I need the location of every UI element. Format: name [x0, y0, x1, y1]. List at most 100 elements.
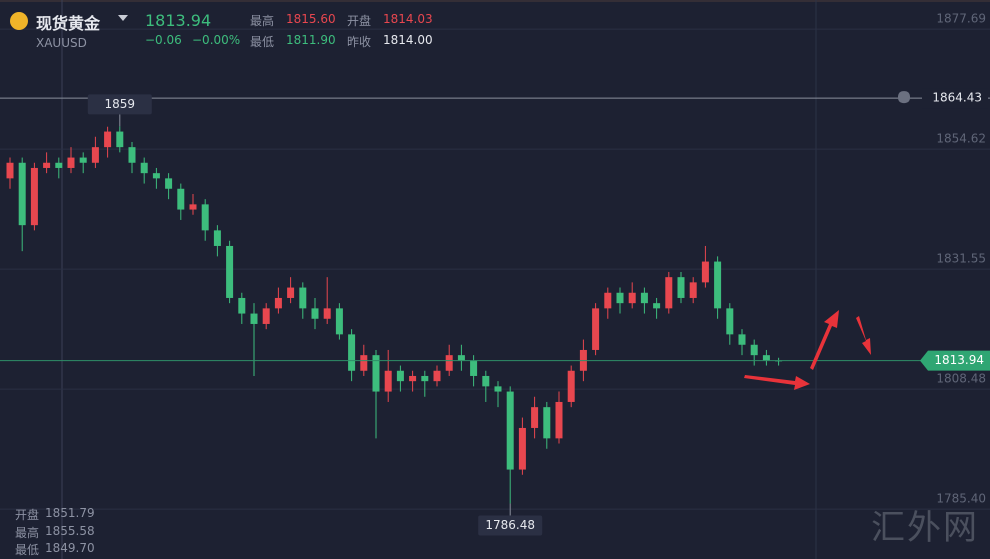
candle-body [518, 427, 526, 470]
candle-body [177, 188, 185, 210]
candle-body [104, 131, 112, 148]
candle-body [201, 204, 209, 231]
open: 1814.03 [383, 12, 433, 26]
candle-body [506, 391, 514, 470]
candle-body [262, 308, 270, 324]
y-tick-label: 1785.40 [936, 492, 986, 506]
candle-body [628, 292, 636, 304]
candle-body [701, 261, 709, 283]
price: 1813.94 [145, 11, 212, 30]
candle-body [165, 178, 173, 189]
candle-body [457, 355, 465, 361]
candle-body [640, 292, 648, 304]
arrow [810, 310, 839, 370]
info-high-label: 最高 [15, 526, 40, 540]
info-high: 1855.58 [45, 524, 95, 538]
candle-body [714, 261, 722, 309]
candle-body [226, 245, 234, 298]
change-pct: −0.00% [192, 33, 241, 47]
candle-body [238, 297, 246, 314]
open-label: 开盘 [347, 14, 372, 28]
candle-body [128, 147, 136, 163]
candle-body [274, 297, 282, 309]
y-tick-label: 1831.55 [936, 252, 986, 266]
candle-body [762, 355, 770, 361]
candle-body [604, 292, 612, 309]
overlay: 1864.43 1813.94 1859 1786.48 [0, 88, 990, 536]
candle-body [396, 370, 404, 382]
arrow [744, 375, 810, 390]
candle-body [311, 308, 319, 319]
low: 1811.90 [286, 33, 336, 47]
high-label: 最高 [250, 14, 275, 28]
dropdown[interactable] [118, 15, 128, 21]
grid: 1877.69 1854.62 1831.55 1808.48 1785.40 [0, 12, 990, 510]
candle-body [482, 375, 490, 387]
candle-body [67, 157, 75, 168]
max-label-bg [87, 94, 152, 115]
candle-body [433, 370, 441, 382]
candle-body [360, 355, 368, 371]
candle-body [384, 370, 392, 392]
candle-body [335, 308, 343, 335]
candle-body [250, 313, 258, 324]
watermark: 汇外网 [871, 508, 979, 548]
info-open: 1851.79 [45, 506, 95, 520]
prev-close: 1814.00 [383, 33, 433, 47]
candle-body [287, 287, 295, 298]
candle-body [750, 344, 758, 356]
annotation-arrows [744, 310, 871, 390]
candle-body [567, 370, 575, 402]
candle-body [689, 282, 697, 298]
candle-body [55, 162, 63, 168]
info-low: 1849.70 [45, 541, 95, 555]
candle-body [6, 162, 14, 179]
candle-body [323, 308, 331, 319]
candle-body [677, 277, 685, 298]
candle-body [189, 204, 197, 210]
prev-close-label: 昨收 [347, 35, 372, 49]
y-tick-label: 1854.62 [936, 132, 986, 146]
info-open-label: 开盘 [15, 508, 40, 522]
alert-label: 1864.43 [932, 91, 982, 105]
change: −0.06 [145, 33, 182, 47]
candle-body [555, 401, 563, 439]
arrow [856, 316, 871, 355]
y-tick-label: 1877.69 [936, 12, 986, 26]
max-label: 1859 [105, 97, 136, 111]
high: 1815.60 [286, 12, 336, 26]
low-label: 最低 [250, 35, 275, 49]
candle-body [470, 360, 478, 376]
candle-body [91, 147, 99, 163]
candle-body [213, 230, 221, 246]
y-tick-label: 1808.48 [936, 372, 986, 386]
alert-label-bg [922, 88, 988, 109]
title: 现货黄金 [36, 14, 101, 33]
candle-body [592, 308, 600, 350]
candle-body [543, 407, 551, 439]
candle-body [616, 292, 624, 304]
symbol: XAUUSD [36, 36, 87, 50]
candle-body [30, 167, 38, 226]
candle-body [372, 355, 380, 392]
gold-icon [10, 12, 28, 30]
info-low-label: 最低 [15, 543, 40, 557]
candle-body [43, 162, 51, 168]
bell-icon [898, 91, 910, 104]
candle-body [665, 277, 673, 309]
candle-body [738, 334, 746, 345]
candle-body [299, 287, 307, 309]
candles [6, 126, 783, 504]
last-price-label: 1813.94 [934, 353, 984, 367]
candle-body [152, 173, 160, 179]
min-label-bg [478, 515, 543, 536]
last-price-tag [920, 350, 990, 371]
candle-body [494, 386, 502, 392]
candle-body [116, 131, 124, 148]
candle-body [140, 162, 148, 174]
candle-body [531, 407, 539, 428]
candle-body [79, 157, 87, 163]
